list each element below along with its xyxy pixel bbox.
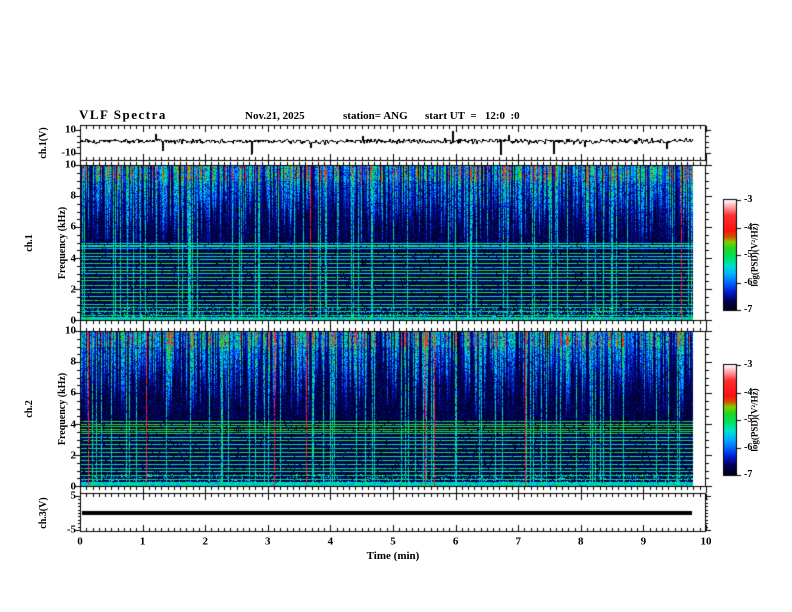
colorbar2-tick-label: -4	[744, 386, 753, 398]
figure-title: VLF Spectra	[79, 107, 167, 122]
colorbar2-tick-label: -7	[744, 469, 753, 480]
spec2-ytick-label: 6	[70, 386, 77, 399]
colorbar1-tick-label: -6	[744, 276, 753, 288]
colorbar1-tick-label: -3	[744, 194, 753, 205]
header-start-ut: start UT = 12:0 :0	[425, 110, 520, 122]
spec1-ytick-label: 2	[70, 283, 77, 296]
x-tick-label: 9	[640, 535, 647, 548]
x-tick-label: 3	[265, 535, 271, 548]
spec1-ytick-label: 10	[65, 158, 76, 171]
spec1-ytick-label: 6	[70, 220, 77, 233]
x-tick-label: 8	[578, 535, 584, 548]
x-tick-label: 4	[327, 535, 334, 548]
x-axis-title: Time (min)	[366, 550, 420, 562]
spec1-ytick-label: 0	[70, 314, 77, 327]
spec2-ytick-label: 8	[70, 355, 77, 368]
colorbar2-tick-label: -5	[744, 414, 753, 425]
ch3-ytick-label: 5	[70, 489, 77, 502]
spec2-ytick-label: 4	[70, 418, 77, 431]
ch1-ytick-label: -10	[61, 146, 76, 159]
spec1-axis-label: ch.1 Frequency (kHz)	[2, 207, 90, 279]
colorbar2-tick-label: -6	[744, 441, 753, 453]
spec2-axis-label: ch.2 Frequency (kHz)	[2, 373, 90, 445]
x-tick-label: 1	[139, 535, 146, 548]
spec1-channel-label: ch.1	[24, 234, 35, 252]
ch1-axis-label: ch.1(V)	[38, 127, 49, 159]
ch3-axis-label: ch.3(V)	[38, 497, 49, 529]
colorbar1-tick-label: -7	[744, 304, 753, 315]
colorbar1-tick-label: -5	[744, 249, 753, 260]
spec2-channel-label: ch.2	[24, 400, 35, 418]
ch1-ytick-label: 10	[65, 123, 76, 136]
x-tick-label: 10	[700, 535, 712, 548]
spec1-ytick-label: 8	[70, 189, 77, 202]
spec1-frequency-label: Frequency (kHz)	[57, 206, 68, 280]
ch3-ytick-label: -5	[66, 523, 76, 536]
header-date: Nov.21, 2025	[245, 110, 305, 122]
spec2-frequency-label: Frequency (kHz)	[57, 372, 68, 446]
x-tick-label: 2	[202, 535, 208, 548]
x-tick-label: 5	[390, 535, 396, 548]
x-tick-label: 6	[452, 535, 459, 548]
spec2-ytick-label: 0	[70, 480, 77, 493]
spec1-ytick-label: 4	[70, 252, 77, 265]
colorbar1-tick-label: -4	[744, 221, 753, 233]
x-tick-label: 0	[77, 535, 83, 548]
x-tick-label: 7	[515, 535, 521, 548]
spec2-ytick-label: 10	[65, 324, 76, 337]
spec2-ytick-label: 2	[70, 449, 77, 462]
header-station: station= ANG	[343, 110, 408, 122]
colorbar2-tick-label: -3	[744, 359, 753, 370]
